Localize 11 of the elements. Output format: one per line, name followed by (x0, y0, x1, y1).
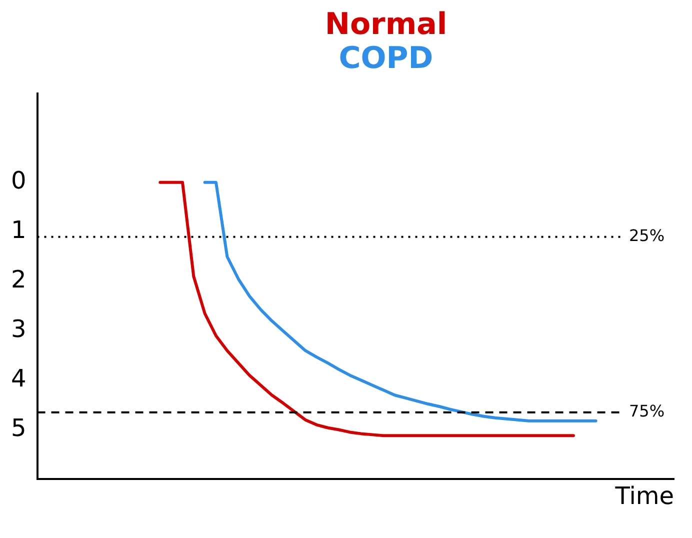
annotation: 25% (629, 226, 665, 245)
annotation: 75% (629, 402, 665, 421)
x-axis-title: Time (614, 482, 674, 510)
y-tick-label: 5 (10, 414, 26, 442)
y-tick-label: 1 (10, 216, 26, 244)
y-tick-label: 4 (10, 364, 26, 393)
text: COPD (338, 41, 434, 76)
y-tick-label: 0 (10, 166, 26, 195)
y-tick-label: 2 (10, 266, 26, 294)
text: Normal (324, 7, 448, 42)
y-tick-label: 3 (10, 315, 26, 344)
